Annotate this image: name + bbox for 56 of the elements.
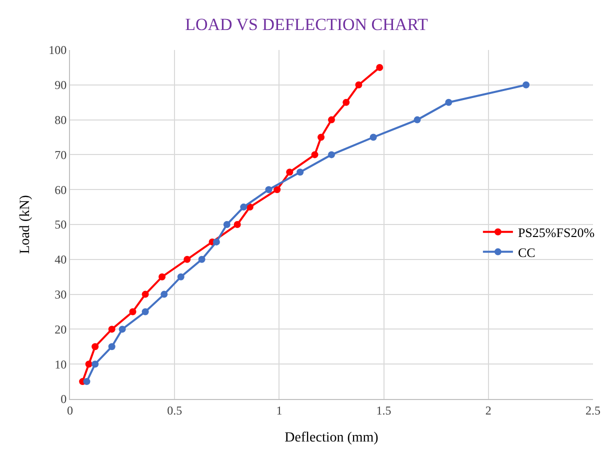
x-tick-label: 1.5 bbox=[376, 403, 392, 418]
point bbox=[370, 134, 377, 141]
point bbox=[296, 168, 304, 176]
point bbox=[198, 256, 206, 263]
point bbox=[142, 308, 149, 316]
point bbox=[118, 326, 126, 333]
y-tick-label: 30 bbox=[54, 288, 67, 302]
y-tick-label: 10 bbox=[54, 357, 67, 372]
point bbox=[160, 290, 168, 298]
point bbox=[414, 116, 421, 124]
y-tick-label: 50 bbox=[54, 218, 67, 232]
point bbox=[223, 221, 230, 228]
x-tick-label: 2.5 bbox=[586, 403, 600, 418]
point bbox=[92, 343, 99, 350]
y-tick-label: 90 bbox=[54, 78, 67, 92]
point bbox=[108, 343, 116, 350]
point bbox=[445, 98, 452, 106]
point bbox=[318, 134, 325, 141]
point bbox=[342, 98, 350, 106]
point bbox=[234, 221, 241, 228]
legend-label: PS25%FS20% bbox=[518, 224, 595, 240]
x-tick-label: 2 bbox=[485, 403, 492, 418]
point bbox=[265, 186, 272, 194]
point bbox=[92, 360, 99, 368]
y-tick-label: 20 bbox=[54, 322, 67, 336]
y-tick-label: 0 bbox=[60, 392, 67, 406]
point bbox=[184, 256, 191, 263]
y-tick-label: 100 bbox=[48, 43, 67, 58]
chart-title: LOAD VS DEFLECTION CHART bbox=[185, 15, 429, 34]
point bbox=[376, 64, 384, 71]
x-tick-label: 1 bbox=[276, 403, 282, 418]
point bbox=[328, 116, 335, 124]
point bbox=[83, 378, 90, 386]
x-tick-label: 0.5 bbox=[167, 403, 182, 418]
y-axis-title: Load (kN) bbox=[18, 194, 34, 254]
point bbox=[212, 238, 220, 246]
legend-label: CC bbox=[518, 244, 536, 260]
point bbox=[355, 81, 362, 88]
point bbox=[274, 186, 281, 194]
x-axis-title: Deflection (mm) bbox=[284, 430, 379, 446]
y-tick-label: 60 bbox=[54, 182, 67, 197]
point bbox=[311, 151, 318, 158]
y-tick-label: 40 bbox=[54, 252, 67, 267]
point bbox=[240, 204, 248, 211]
y-tick-label: 80 bbox=[54, 113, 67, 127]
point bbox=[108, 326, 116, 333]
point bbox=[129, 308, 136, 316]
point bbox=[177, 273, 184, 280]
point bbox=[142, 290, 149, 298]
point bbox=[522, 81, 530, 88]
point bbox=[246, 204, 254, 211]
point bbox=[286, 168, 294, 176]
y-tick-label: 70 bbox=[54, 148, 67, 162]
point bbox=[85, 360, 92, 368]
point bbox=[158, 273, 166, 280]
point bbox=[328, 151, 335, 158]
